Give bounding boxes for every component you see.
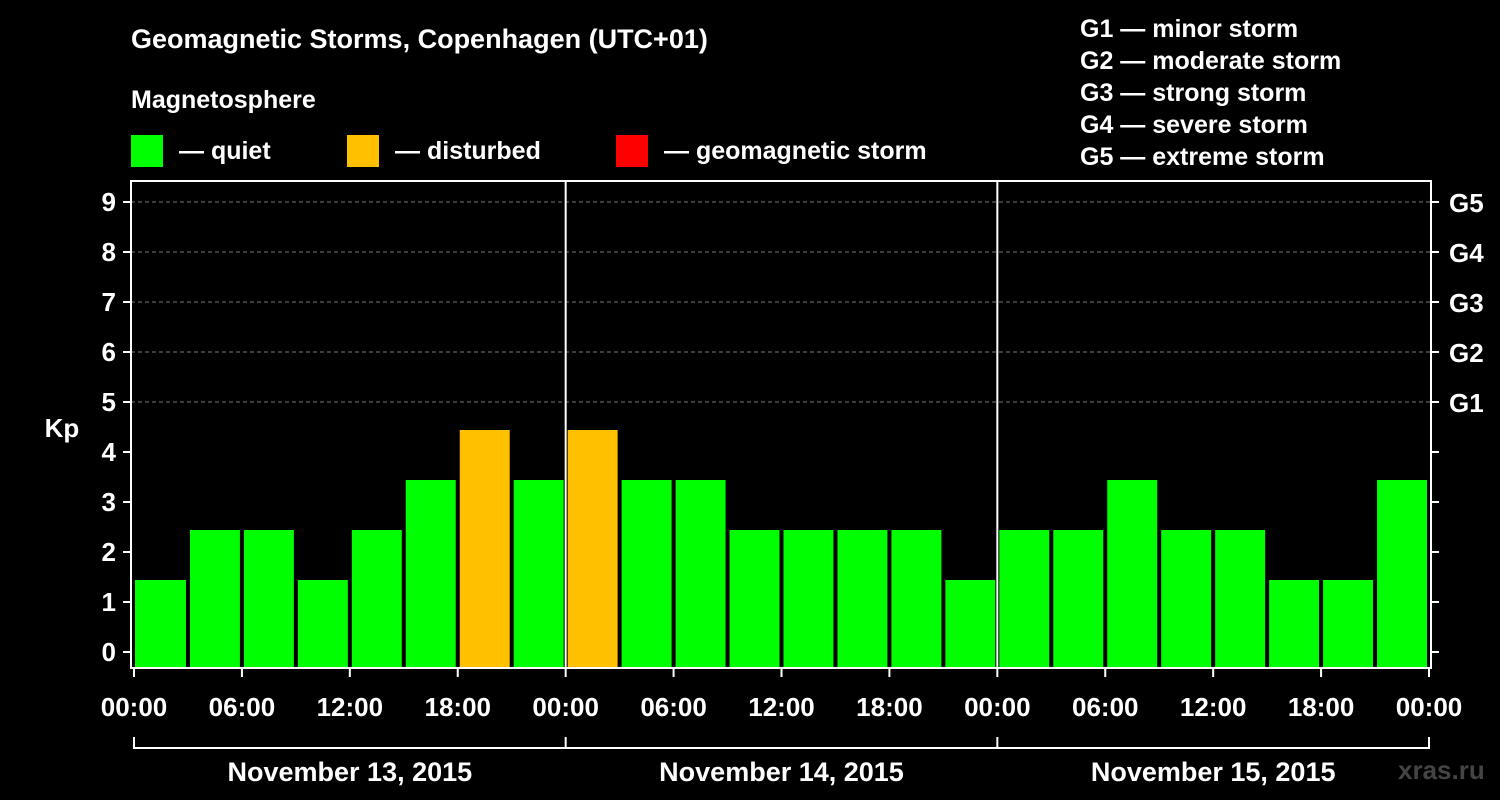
x-tick-label: 18:00 [856, 692, 923, 722]
x-tick-label: 06:00 [209, 692, 276, 722]
y-tick-label: 6 [102, 337, 116, 367]
x-tick-label: 06:00 [640, 692, 707, 722]
legend-item-storm: — geomagnetic storm [616, 134, 927, 168]
kp-bar [891, 530, 942, 668]
legend-swatch-disturbed [347, 135, 379, 167]
x-tick-label: 00:00 [1396, 692, 1463, 722]
y-tick-label: 7 [102, 287, 116, 317]
storm-level-label: G5 [1449, 188, 1484, 218]
x-tick-label: 00:00 [964, 692, 1031, 722]
y-tick-label: 9 [102, 187, 116, 217]
kp-bar [1215, 530, 1266, 668]
kp-bar [135, 580, 186, 668]
kp-bar [1269, 580, 1320, 668]
y-tick-label: 1 [102, 587, 116, 617]
kp-bar [837, 530, 888, 668]
scale-g5: G5 — extreme storm [1080, 143, 1325, 171]
kp-bar [1107, 480, 1158, 668]
bar-layer [135, 430, 1427, 668]
x-tick-label: 00:00 [532, 692, 599, 722]
kp-bar [729, 530, 780, 668]
kp-bar [945, 580, 996, 668]
y-axis-label: Kp [45, 413, 80, 443]
kp-bar [999, 530, 1050, 668]
x-tick-label: 18:00 [1288, 692, 1355, 722]
legend-label-storm: — geomagnetic storm [664, 136, 927, 165]
kp-bar [675, 480, 726, 668]
x-tick-label: 12:00 [317, 692, 384, 722]
storm-level-label: G4 [1449, 238, 1484, 268]
kp-bar [513, 480, 564, 668]
kp-bar [567, 430, 618, 668]
grid-layer [131, 201, 1431, 403]
storm-level-label: G3 [1449, 288, 1484, 318]
legend-swatch-storm [616, 135, 648, 167]
legend-label-disturbed: — disturbed [395, 136, 541, 165]
kp-bar [459, 430, 510, 668]
date-label: November 14, 2015 [659, 757, 904, 787]
kp-bar [1053, 530, 1104, 668]
y-tick-label: 2 [102, 537, 116, 567]
x-tick-label: 00:00 [101, 692, 168, 722]
storm-level-label: G2 [1449, 338, 1484, 368]
scale-g4: G4 — severe storm [1080, 111, 1308, 139]
chart-title: Geomagnetic Storms, Copenhagen (UTC+01) [131, 24, 708, 54]
x-tick-label: 12:00 [748, 692, 815, 722]
kp-bar [1323, 580, 1374, 668]
kp-bar [1377, 480, 1427, 668]
kp-bar [783, 530, 834, 668]
date-label: November 13, 2015 [228, 757, 473, 787]
storm-level-label: G1 [1449, 388, 1484, 418]
kp-bar [405, 480, 456, 668]
y-tick-label: 4 [102, 437, 117, 467]
y-tick-label: 8 [102, 237, 116, 267]
scale-g3: G3 — strong storm [1080, 79, 1307, 107]
axis-layer: 0 1 2 3 4 5 6 7 8 9 G1 G2 G3 G4 G5 00:00 06:00 12:00 18:00… [101, 180, 1484, 787]
y-tick-label: 3 [102, 487, 116, 517]
kp-bar [351, 530, 402, 668]
legend-swatch-quiet [131, 135, 163, 167]
scale-g2: G2 — moderate storm [1080, 47, 1342, 75]
watermark: xras.ru [1398, 755, 1485, 785]
x-tick-label: 18:00 [425, 692, 492, 722]
legend-label-quiet: — quiet [179, 136, 271, 165]
kp-bar [1161, 530, 1212, 668]
kp-bar [243, 530, 294, 668]
kp-bar [297, 580, 348, 668]
scale-g1: G1 — minor storm [1080, 15, 1299, 43]
kp-bar [189, 530, 240, 668]
date-label: November 15, 2015 [1091, 757, 1336, 787]
legend-heading: Magnetosphere [131, 86, 316, 114]
legend-item-disturbed: — disturbed [347, 134, 541, 168]
kp-bar [621, 480, 672, 668]
legend-item-quiet: — quiet [131, 134, 271, 168]
x-tick-label: 12:00 [1180, 692, 1247, 722]
y-tick-label: 5 [102, 387, 116, 417]
x-tick-label: 06:00 [1072, 692, 1139, 722]
y-tick-label: 0 [102, 637, 116, 667]
